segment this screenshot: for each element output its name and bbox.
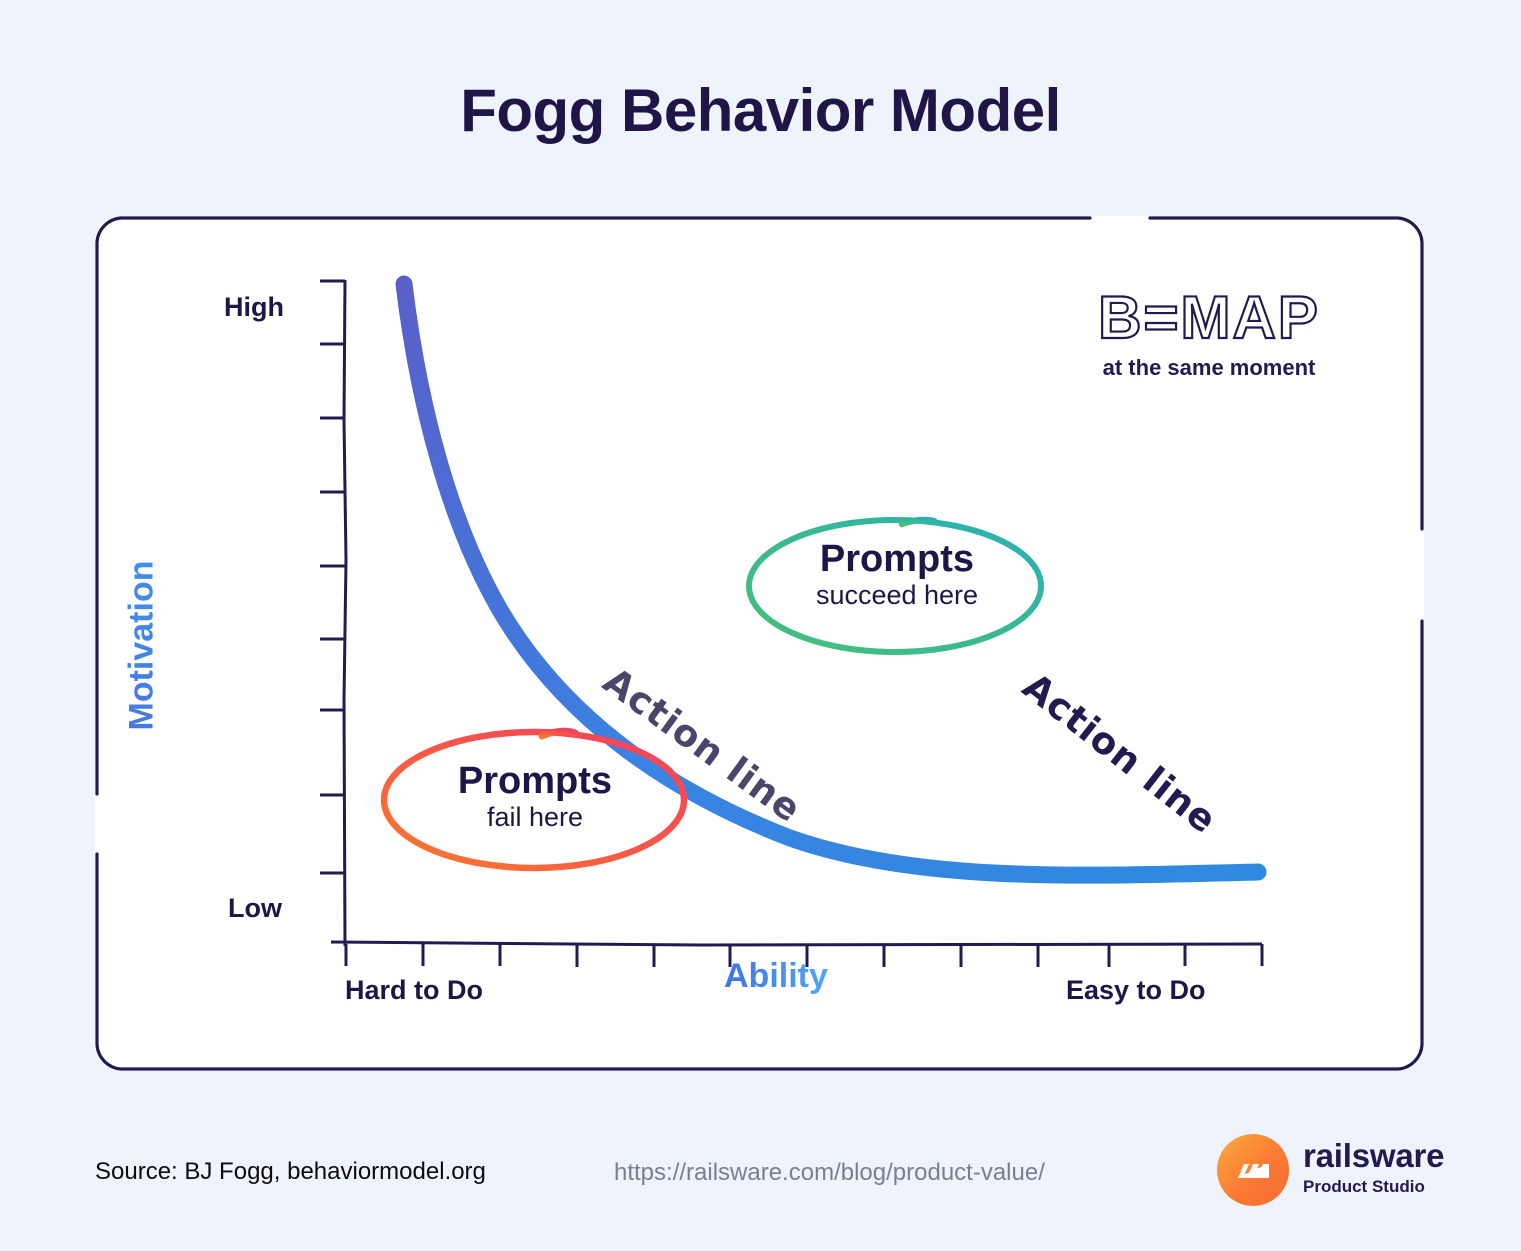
x-axis-title: Ability <box>724 957 828 995</box>
source-url[interactable]: https://railsware.com/blog/product-value… <box>614 1159 1045 1186</box>
x-axis-low-label: Hard to Do <box>345 975 483 1005</box>
prompts-fail-subtitle: fail here <box>486 801 584 832</box>
y-axis-high-label: High <box>224 292 284 322</box>
x-axis-high-label: Easy to Do <box>1066 975 1206 1005</box>
bmap-formula: B=MAP <box>1097 284 1320 351</box>
source-text: Source: BJ Fogg, behaviormodel.org <box>95 1158 486 1185</box>
bmap-subtitle: at the same moment <box>1102 354 1316 380</box>
prompts-succeed-title: Prompts <box>819 538 975 580</box>
page-title: Fogg Behavior Model <box>460 77 1061 144</box>
y-axis-low-label: Low <box>228 893 282 923</box>
prompts-succeed-subtitle: succeed here <box>815 579 979 610</box>
railsware-logo-text: railsware Product Studio <box>1303 1137 1445 1197</box>
railsware-logo[interactable]: railsware Product Studio <box>1217 1134 1445 1208</box>
prompts-succeed-label: Prompts succeed here <box>752 538 1042 612</box>
prompts-fail-label: Prompts fail here <box>390 760 680 834</box>
y-axis-title: Motivation <box>123 486 162 806</box>
railsware-name: railsware <box>1303 1137 1445 1174</box>
prompts-fail-title: Prompts <box>457 760 613 802</box>
railsware-logo-mark-icon <box>1217 1134 1289 1206</box>
bmap-block: B=MAP at the same moment <box>1069 284 1349 381</box>
railsware-stripes-icon <box>1237 1164 1269 1178</box>
railsware-tagline: Product Studio <box>1303 1176 1425 1196</box>
